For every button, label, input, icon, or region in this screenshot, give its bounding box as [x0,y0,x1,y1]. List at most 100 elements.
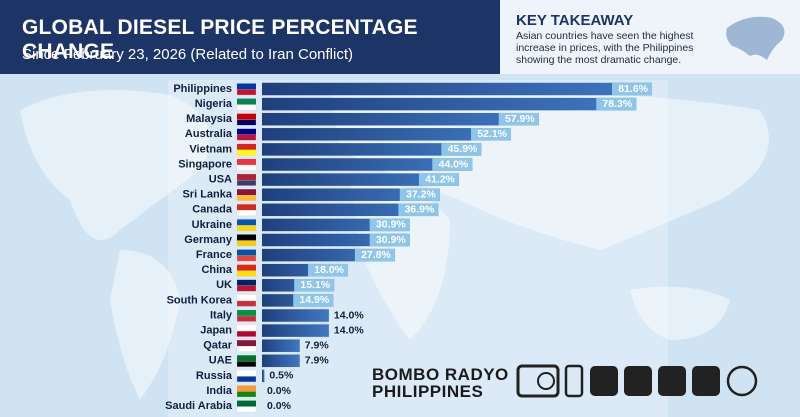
brand-line: BOMBO RADYO [372,365,509,384]
flag [237,159,256,165]
flag [236,346,257,352]
value-label: 15.1% [300,279,330,291]
bar [262,128,512,141]
flag [237,385,256,392]
category-label: USA [209,174,232,186]
flag [237,400,256,407]
category-label: UK [216,279,232,291]
flag [236,376,257,383]
flag [236,300,257,307]
subtitle: Since February 23, 2026 (Related to Iran… [22,46,354,63]
flag [237,143,256,150]
category-label: Germany [184,234,233,246]
category-label: South Korea [167,294,233,306]
bar [262,158,473,171]
value-label: 7.9% [305,355,330,367]
bar [262,173,459,186]
brand: BOMBO RADYO PHILIPPINES [372,366,509,400]
flag [236,149,257,156]
flag [236,89,257,96]
flag [237,340,256,347]
flag [236,240,257,247]
asia-map-icon [726,16,785,60]
flag [237,204,256,211]
value-label: 37.2% [406,188,436,200]
bar [262,203,439,217]
label-box [354,248,395,262]
value-label: 0.0% [267,400,292,412]
label-box [418,173,459,186]
value-label: 78.3% [602,98,632,110]
value-label: 45.9% [448,143,478,155]
flag [236,179,257,186]
bar [262,112,539,126]
value-label: 0.5% [269,370,294,382]
flag [237,174,256,181]
value-label: 30.9% [376,234,406,246]
category-label: Russia [196,370,233,382]
value-label: 18.0% [314,264,344,276]
value-label: 36.9% [405,204,435,216]
flag [237,325,256,332]
value-label: 44.0% [439,158,469,170]
label-box [612,82,652,96]
value-label: 41.2% [425,173,455,185]
category-label: France [196,249,232,261]
label-box [471,128,512,141]
takeaway-title: KEY TAKEAWAY [516,12,634,29]
flag [236,270,257,277]
flag [237,113,256,120]
category-label: India [206,385,233,397]
label-box [294,279,335,292]
flag [236,285,257,292]
label-box [399,188,440,201]
category-label: UAE [209,355,232,367]
flag [236,134,257,141]
flag [237,98,256,105]
value-label: 52.1% [477,128,507,140]
flag [236,391,257,398]
category-label: Vietnam [189,143,232,155]
flag [237,219,256,226]
title: GLOBAL DIESEL PRICE PERCENTAGE CHANGE [22,16,418,63]
category-label: Italy [210,309,233,321]
category-label: Ukraine [192,219,232,231]
value-label: 30.9% [376,219,406,231]
category-label: Singapore [178,158,232,170]
bar [262,82,652,96]
flag [236,330,257,337]
flag [236,225,257,232]
bar [262,369,265,383]
flag [237,310,256,316]
value-label: 14.9% [299,294,329,306]
social-icons [516,364,758,398]
value-label: 0.0% [267,385,292,397]
value-label: 7.9% [305,339,330,351]
category-label: Saudi Arabia [165,400,233,412]
flag [237,355,256,362]
flag [237,234,256,241]
label-box [441,143,482,156]
flag [237,294,256,301]
value-label: 27.8% [361,249,391,261]
label-box [293,294,334,307]
flag [237,279,256,286]
label-box [432,158,473,171]
flag [236,104,257,111]
label-box [398,203,439,217]
value-label: 57.9% [505,113,535,125]
flag [237,264,256,271]
bar [262,143,482,156]
header: GLOBAL DIESEL PRICE PERCENTAGE CHANGE Si… [0,0,500,74]
value-label: 81.6% [618,83,648,95]
bar [262,354,300,368]
flag [237,83,256,90]
label-box [596,97,637,111]
takeaway-text: Asian countries have seen the highest in… [516,30,694,66]
flag [236,119,257,126]
key-takeaway: KEY TAKEAWAY Asian countries have seen t… [500,0,800,74]
value-label: 14.0% [334,309,364,321]
category-label: Qatar [203,340,232,352]
